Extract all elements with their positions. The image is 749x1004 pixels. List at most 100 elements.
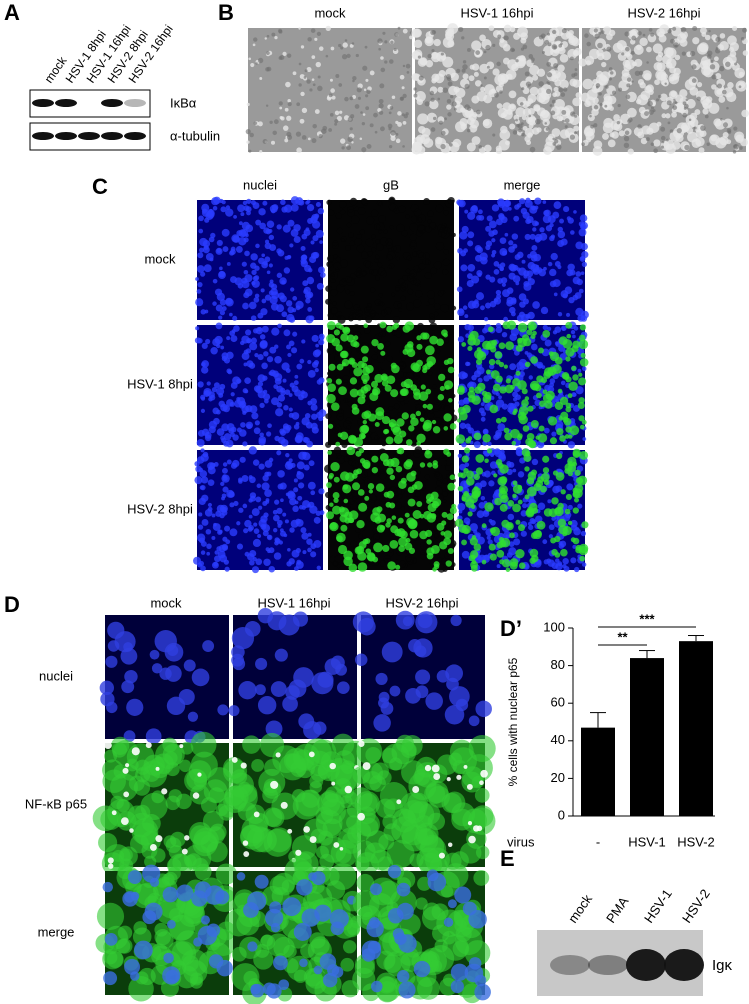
speck bbox=[648, 109, 654, 115]
speck bbox=[717, 83, 723, 89]
speck bbox=[246, 102, 250, 107]
speck bbox=[468, 324, 475, 331]
speck bbox=[412, 376, 421, 385]
speck bbox=[474, 974, 487, 987]
speck bbox=[250, 200, 256, 206]
speck bbox=[469, 523, 478, 532]
speck bbox=[518, 405, 529, 416]
speck bbox=[339, 110, 343, 114]
speck bbox=[390, 389, 399, 398]
speck bbox=[238, 507, 244, 513]
speck bbox=[485, 44, 491, 51]
speck bbox=[672, 26, 677, 31]
speck bbox=[416, 335, 422, 341]
speck bbox=[206, 551, 211, 556]
speck bbox=[565, 406, 572, 413]
speck bbox=[564, 286, 573, 295]
speck bbox=[379, 782, 408, 810]
speck bbox=[311, 78, 315, 81]
speck bbox=[694, 109, 701, 116]
speck bbox=[437, 530, 442, 536]
speck bbox=[131, 747, 140, 756]
speck bbox=[159, 667, 172, 680]
speck bbox=[464, 83, 470, 89]
speck bbox=[250, 315, 257, 321]
speck bbox=[293, 969, 308, 983]
speck bbox=[276, 224, 282, 230]
speck bbox=[542, 467, 550, 474]
bar bbox=[679, 641, 713, 816]
speck bbox=[261, 362, 268, 370]
speck bbox=[417, 268, 422, 273]
speck bbox=[550, 110, 556, 116]
speck bbox=[655, 54, 663, 62]
speck bbox=[661, 113, 667, 119]
speck bbox=[581, 562, 587, 567]
bar bbox=[581, 727, 615, 816]
speck bbox=[291, 412, 300, 420]
speck bbox=[255, 219, 262, 226]
speck bbox=[259, 222, 266, 230]
speck bbox=[557, 388, 563, 394]
speck bbox=[113, 764, 128, 779]
speck bbox=[204, 509, 213, 517]
speck bbox=[509, 363, 517, 371]
speck bbox=[532, 268, 538, 273]
speck bbox=[546, 61, 552, 67]
speck bbox=[520, 122, 524, 126]
speck bbox=[268, 234, 275, 241]
speck bbox=[489, 527, 496, 534]
speck bbox=[479, 780, 484, 786]
speck bbox=[590, 124, 595, 129]
speck bbox=[434, 471, 442, 479]
speck bbox=[672, 141, 681, 150]
panel-letter: C bbox=[92, 174, 108, 199]
speck bbox=[280, 801, 288, 809]
speck bbox=[542, 200, 547, 204]
speck bbox=[358, 541, 367, 549]
speck bbox=[347, 116, 353, 122]
speck bbox=[230, 382, 238, 389]
blot-band bbox=[124, 132, 146, 140]
speck bbox=[402, 93, 407, 99]
speck bbox=[332, 505, 342, 515]
speck bbox=[509, 561, 518, 570]
speck bbox=[493, 473, 498, 478]
speck bbox=[402, 64, 406, 68]
speck bbox=[277, 249, 285, 257]
speck bbox=[405, 214, 410, 219]
speck bbox=[495, 392, 500, 397]
speck bbox=[536, 392, 542, 399]
speck bbox=[503, 316, 509, 322]
speck bbox=[477, 377, 483, 383]
band-label: IκBα bbox=[170, 95, 197, 110]
speck bbox=[467, 345, 473, 352]
speck bbox=[521, 115, 527, 121]
speck bbox=[417, 339, 424, 345]
speck bbox=[312, 235, 319, 242]
speck bbox=[201, 366, 209, 374]
speck bbox=[316, 411, 323, 419]
speck bbox=[538, 93, 550, 105]
speck bbox=[476, 351, 487, 361]
speck bbox=[443, 863, 469, 889]
speck bbox=[333, 497, 339, 503]
speck bbox=[581, 419, 587, 425]
speck bbox=[458, 524, 467, 533]
speck bbox=[222, 486, 229, 493]
speck bbox=[656, 121, 662, 127]
speck bbox=[426, 112, 437, 123]
speck bbox=[331, 95, 336, 100]
speck bbox=[207, 479, 215, 487]
blot-band bbox=[588, 955, 628, 975]
speck bbox=[378, 201, 384, 207]
speck bbox=[418, 263, 426, 270]
speck bbox=[422, 258, 430, 265]
speck bbox=[406, 453, 412, 458]
speck bbox=[365, 436, 373, 443]
speck bbox=[470, 205, 478, 214]
speck bbox=[475, 700, 492, 718]
speck bbox=[231, 757, 238, 763]
speck bbox=[310, 403, 318, 411]
speck bbox=[312, 83, 316, 87]
